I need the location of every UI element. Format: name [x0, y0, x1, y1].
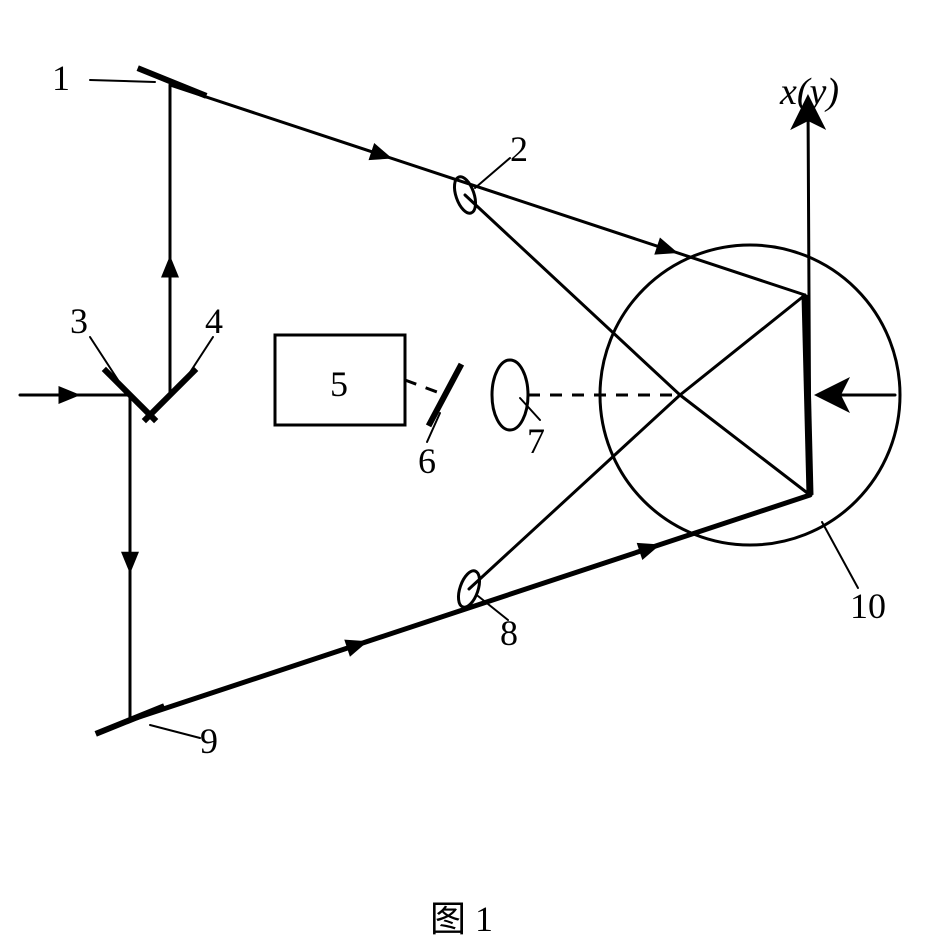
label-L8n: 8 — [500, 612, 518, 654]
label-L7: 7 — [527, 420, 545, 462]
label-L3: 3 — [70, 300, 88, 342]
optical-diagram — [0, 0, 940, 939]
axis-label: x(y) — [780, 70, 839, 114]
label-L1: 1 — [52, 57, 70, 99]
label-L9: 9 — [200, 720, 218, 762]
label-L4: 4 — [205, 300, 223, 342]
label-L6: 6 — [418, 440, 436, 482]
label-L10: 10 — [850, 585, 886, 627]
label-L5: 5 — [330, 363, 348, 405]
caption: 图 1 — [430, 890, 493, 942]
diagram-stage: 图 1 x(y) 1 2 3 4 5 6 7 8 9 10 — [0, 0, 940, 939]
label-L2n: 2 — [510, 128, 528, 170]
